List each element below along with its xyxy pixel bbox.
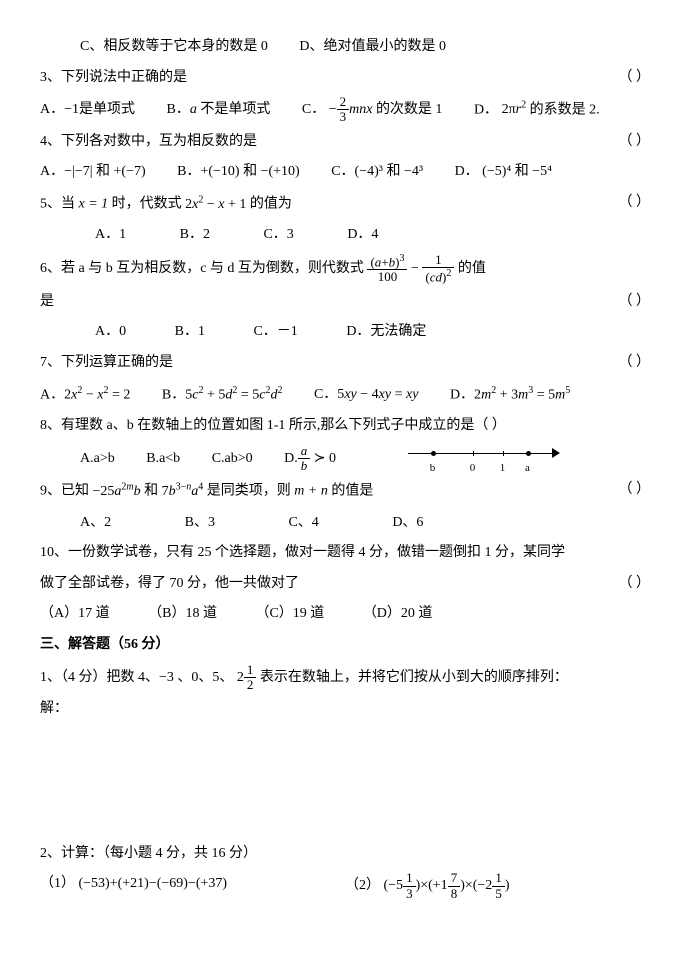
q5-xeq: x = 1 (79, 197, 109, 212)
q4-opt-c[interactable]: C．(−4)³ 和 −4³ (331, 159, 423, 186)
lbl-a: a (525, 458, 530, 479)
q3-opt-b[interactable]: B．a 不是单项式 (167, 97, 271, 124)
q3-stem: 3、下列说法中正确的是 (40, 65, 530, 92)
q3-b-var: a (190, 102, 197, 117)
q10-line1: 10、一份数学试卷，只有 25 个选择题，做对一题得 4 分，做错一题倒扣 1 … (40, 540, 650, 567)
q9-stem: 9、已知 −25a2mb 和 7b3−na4 是同类项，则 m + n 的值是 (40, 477, 530, 505)
q10-options: （A）17 道 （B）18 道 （C）19 道 （D）20 道 (40, 601, 650, 628)
q10-opt-b[interactable]: （B）18 道 (148, 601, 217, 628)
q9-stem-row: 9、已知 −25a2mb 和 7b3−na4 是同类项，则 m + n 的值是 … (40, 477, 650, 505)
p2-item2: （2） (−513)×(+178)×(−215) (345, 871, 650, 901)
q8-opt-c[interactable]: C.ab>0 (212, 446, 253, 473)
p2-item1: （1） (−53)+(+21)−(−69)−(+37) (40, 871, 345, 901)
q5-stem: 5、当 x = 1 时，代数式 2x2 − x + 1 的值为 (40, 190, 530, 218)
q7-opt-c[interactable]: C．5xy − 4xy = xy (314, 382, 418, 409)
arrow-icon (552, 448, 560, 458)
q3-options: A．−1是单项式 B．a 不是单项式 C． −23mnx 的次数是 1 D． 2… (40, 95, 650, 125)
p1-mixed: 212 (237, 670, 257, 685)
lbl-1: 1 (500, 458, 506, 479)
q4-opt-d[interactable]: D． (−5)⁴ 和 −5⁴ (455, 159, 553, 186)
q3-stem-row: 3、下列说法中正确的是 （ ） (40, 65, 650, 92)
q7-stem-row: 7、下列运算正确的是 （ ） (40, 350, 650, 377)
q5-opt-b[interactable]: B．2 (180, 222, 210, 249)
p1-workspace (40, 727, 650, 837)
q8-opt-a[interactable]: A.a>b (80, 446, 115, 473)
p2-items: （1） (−53)+(+21)−(−69)−(+37) （2） (−513)×(… (40, 871, 650, 901)
q10-opt-d[interactable]: （D）20 道 (363, 601, 433, 628)
p1-answer-label: 解： (40, 696, 650, 723)
lbl-0: 0 (470, 458, 476, 479)
q4-stem-row: 4、下列各对数中，互为相反数的是 （ ） (40, 129, 650, 156)
q5-blank[interactable]: （ ） (530, 190, 650, 218)
q9-term2: 7b3−na4 (162, 484, 207, 499)
q4-blank[interactable]: （ ） (530, 129, 650, 156)
q3-d-expr: 2πr2 (502, 102, 527, 117)
q7-options: A．2x2 − x2 = 2 B．5c2 + 5d2 = 5c2d2 C．5xy… (40, 381, 650, 409)
q3-opt-c[interactable]: C． −23mnx 的次数是 1 (302, 95, 443, 125)
q8-stem: 8、有理数 a、b 在数轴上的位置如图 1-1 所示,那么下列式子中成立的是（ … (40, 413, 650, 440)
q9-opt-a[interactable]: A、2 (80, 510, 111, 537)
q8-opt-d[interactable]: D.ab ≻ 0 (284, 444, 336, 474)
p2-i2-expr: (−513)×(+178)×(−215) (384, 878, 510, 893)
q5-stem-row: 5、当 x = 1 时，代数式 2x2 − x + 1 的值为 （ ） (40, 190, 650, 218)
q9-mn: m + n (294, 484, 331, 499)
q3-c-expr: −23mnx (329, 102, 373, 117)
section3-heading: 三、解答题（56 分） (40, 632, 650, 659)
q2-opt-c[interactable]: C、相反数等于它本身的数是 0 (80, 34, 268, 61)
q6-opt-a[interactable]: A．0 (95, 319, 126, 346)
q5-expr: 2x2 − x + 1 (185, 197, 250, 212)
q2-opt-d[interactable]: D、绝对值最小的数是 0 (299, 34, 446, 61)
q7-opt-b[interactable]: B．5c2 + 5d2 = 5c2d2 (162, 381, 283, 409)
q9-opt-b[interactable]: B、3 (185, 510, 215, 537)
q6-opt-d[interactable]: D．无法确定 (346, 319, 426, 346)
q6-blank[interactable]: （ ） (530, 289, 650, 316)
q6-options: A．0 B．1 C．－1 D．无法确定 (40, 319, 650, 346)
q7-opt-a[interactable]: A．2x2 − x2 = 2 (40, 381, 130, 409)
q10-line2-row: 做了全部试卷，得了 70 分，他一共做对了 （ ） (40, 571, 650, 598)
q7-opt-d[interactable]: D．2m2 + 3m3 = 5m5 (450, 381, 570, 409)
q9-opt-d[interactable]: D、6 (392, 510, 423, 537)
q3-blank[interactable]: （ ） (530, 65, 650, 92)
q6-row2: 是 （ ） (40, 289, 650, 316)
q9-term1: −25a2mb (93, 484, 145, 499)
q2-options-cd: C、相反数等于它本身的数是 0 D、绝对值最小的数是 0 (40, 34, 650, 61)
q6-opt-c[interactable]: C．－1 (253, 319, 297, 346)
q6-expr: (a+b)3100 − 1(cd)2 (367, 261, 457, 276)
q7-blank[interactable]: （ ） (530, 350, 650, 377)
q3-opt-a[interactable]: A．−1是单项式 (40, 97, 135, 124)
q8-opt-b[interactable]: B.a<b (146, 446, 180, 473)
q4-options: A．−|−7| 和 +(−7) B．+(−10) 和 −(+10) C．(−4)… (40, 159, 650, 186)
q10-blank[interactable]: （ ） (530, 571, 650, 598)
q6-is: 是 (40, 289, 530, 316)
q10-opt-a[interactable]: （A）17 道 (40, 601, 110, 628)
tick-0 (473, 451, 474, 456)
tick-1 (503, 451, 504, 456)
q5-opt-c[interactable]: C．3 (263, 222, 293, 249)
q6-stem-row: 6、若 a 与 b 互为相反数，c 与 d 互为倒数，则代数式 (a+b)310… (40, 253, 650, 285)
q10-opt-c[interactable]: （C）19 道 (255, 601, 324, 628)
q9-options: A、2 B、3 C、4 D、6 (40, 510, 650, 537)
q4-stem: 4、下列各对数中，互为相反数的是 (40, 129, 530, 156)
p2-i1-expr: (−53)+(+21)−(−69)−(+37) (79, 876, 228, 891)
q6-opt-b[interactable]: B．1 (175, 319, 205, 346)
q8-options: A.a>b B.a<b C.ab>0 D.ab ≻ 0 b 0 1 a (40, 443, 650, 473)
point-b (431, 451, 436, 456)
point-a (526, 451, 531, 456)
q7-stem: 7、下列运算正确的是 (40, 350, 530, 377)
q5-opt-a[interactable]: A．1 (95, 222, 126, 249)
q4-opt-a[interactable]: A．−|−7| 和 +(−7) (40, 159, 146, 186)
q4-opt-b[interactable]: B．+(−10) 和 −(+10) (177, 159, 300, 186)
p2-head: 2、计算：（每小题 4 分，共 16 分） (40, 841, 650, 868)
q5-options: A．1 B．2 C．3 D．4 (40, 222, 650, 249)
number-line: b 0 1 a (408, 443, 558, 473)
q3-opt-d[interactable]: D． 2πr2 的系数是 2. (474, 96, 600, 124)
q9-blank[interactable]: （ ） (530, 477, 650, 505)
q9-opt-c[interactable]: C、4 (288, 510, 318, 537)
lbl-b: b (430, 458, 436, 479)
q6-tail: 的值 (458, 261, 486, 276)
q5-opt-d[interactable]: D．4 (347, 222, 378, 249)
q6-stem: 6、若 a 与 b 互为相反数，c 与 d 互为倒数，则代数式 (40, 261, 364, 276)
q10-line2: 做了全部试卷，得了 70 分，他一共做对了 (40, 571, 530, 598)
p1-stem: 1、（4 分）把数 4、−3 、0、5、 212 表示在数轴上，并将它们按从小到… (40, 663, 650, 693)
